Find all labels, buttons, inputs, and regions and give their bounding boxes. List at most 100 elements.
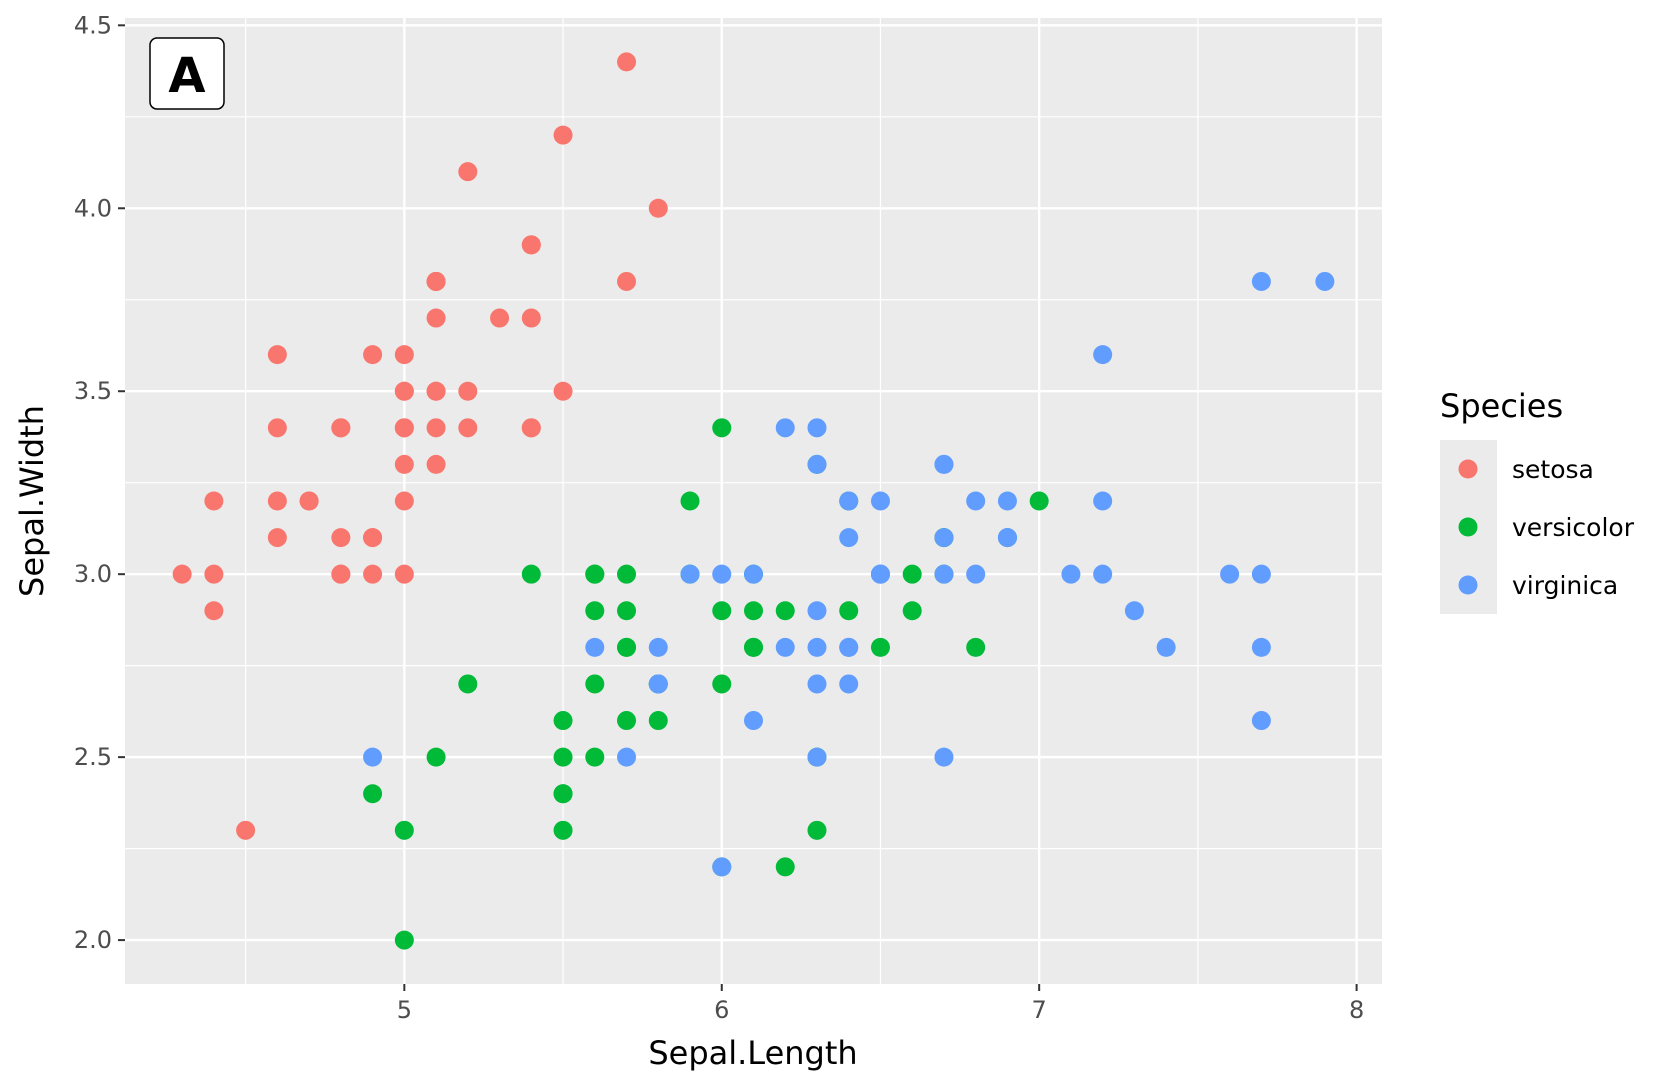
y-tick-label: 2.0 — [74, 926, 112, 954]
data-point-setosa — [331, 564, 351, 584]
data-point-virginica — [775, 637, 795, 657]
data-point-virginica — [1124, 601, 1144, 621]
data-point-setosa — [426, 418, 446, 438]
data-point-versicolor — [712, 601, 732, 621]
data-point-virginica — [1251, 564, 1271, 584]
panel-tag: A — [149, 37, 225, 110]
data-point-setosa — [204, 601, 224, 621]
data-point-versicolor — [902, 601, 922, 621]
y-tick-label: 4.0 — [74, 194, 112, 222]
data-point-setosa — [267, 418, 287, 438]
data-point-virginica — [966, 491, 986, 511]
data-point-setosa — [521, 308, 541, 328]
data-point-setosa — [394, 491, 414, 511]
data-point-setosa — [426, 308, 446, 328]
data-point-virginica — [1315, 271, 1335, 291]
data-point-setosa — [426, 454, 446, 474]
data-point-virginica — [1251, 711, 1271, 731]
data-point-setosa — [617, 52, 637, 72]
data-point-virginica — [1093, 491, 1113, 511]
data-points — [172, 52, 1335, 950]
data-point-virginica — [617, 747, 637, 767]
data-point-versicolor — [553, 784, 573, 804]
data-point-versicolor — [585, 601, 605, 621]
legend-title: Species — [1440, 387, 1563, 425]
data-point-setosa — [236, 820, 256, 840]
y-tick-label: 3.5 — [74, 377, 112, 405]
data-point-virginica — [839, 528, 859, 548]
y-axis-title: Sepal.Width — [13, 405, 51, 597]
data-point-virginica — [712, 857, 732, 877]
data-point-virginica — [1093, 564, 1113, 584]
data-point-versicolor — [426, 747, 446, 767]
legend-label-setosa: setosa — [1512, 455, 1594, 484]
data-point-virginica — [839, 637, 859, 657]
data-point-virginica — [870, 491, 890, 511]
data-point-setosa — [267, 345, 287, 365]
data-point-virginica — [807, 747, 827, 767]
data-point-virginica — [775, 418, 795, 438]
data-point-setosa — [648, 198, 668, 218]
data-point-versicolor — [839, 601, 859, 621]
legend-label-versicolor: versicolor — [1512, 513, 1635, 542]
data-point-setosa — [521, 418, 541, 438]
data-point-virginica — [807, 637, 827, 657]
y-tick-label: 2.5 — [74, 743, 112, 771]
x-axis: 5 6 7 8 — [397, 984, 1364, 1024]
y-tick-label: 4.5 — [74, 11, 112, 39]
data-point-setosa — [172, 564, 192, 584]
data-point-versicolor — [394, 820, 414, 840]
plot-panel — [125, 18, 1382, 984]
data-point-virginica — [363, 747, 383, 767]
legend-key-versicolor — [1458, 517, 1478, 537]
data-point-setosa — [394, 418, 414, 438]
data-point-virginica — [1220, 564, 1240, 584]
data-point-versicolor — [680, 491, 700, 511]
legend: Species setosa versicolor virginica — [1440, 387, 1635, 614]
data-point-virginica — [807, 418, 827, 438]
data-point-versicolor — [744, 601, 763, 621]
data-point-setosa — [521, 235, 541, 255]
data-point-versicolor — [617, 601, 637, 621]
data-point-setosa — [204, 491, 224, 511]
x-axis-title: Sepal.Length — [648, 1034, 857, 1072]
data-point-versicolor — [807, 820, 827, 840]
data-point-virginica — [934, 528, 954, 548]
data-point-setosa — [331, 528, 351, 548]
data-point-setosa — [331, 418, 351, 438]
data-point-versicolor — [870, 637, 890, 657]
y-axis: 2.0 2.5 3.0 3.5 4.0 4.5 — [74, 11, 125, 954]
data-point-setosa — [490, 308, 510, 328]
x-tick-label: 5 — [397, 996, 412, 1024]
data-point-versicolor — [617, 711, 637, 731]
data-point-virginica — [648, 637, 668, 657]
data-point-setosa — [267, 491, 287, 511]
data-point-virginica — [1061, 564, 1081, 584]
data-point-virginica — [1093, 345, 1113, 365]
data-point-setosa — [394, 381, 414, 401]
legend-label-virginica: virginica — [1512, 571, 1618, 600]
data-point-virginica — [839, 491, 859, 511]
data-point-virginica — [839, 674, 859, 694]
data-point-setosa — [267, 528, 287, 548]
data-point-virginica — [870, 564, 890, 584]
data-point-setosa — [426, 381, 446, 401]
x-tick-label: 7 — [1032, 996, 1047, 1024]
data-point-virginica — [934, 747, 954, 767]
data-point-versicolor — [744, 637, 763, 657]
data-point-versicolor — [585, 564, 605, 584]
data-point-virginica — [966, 564, 986, 584]
data-point-virginica — [934, 564, 954, 584]
data-point-setosa — [363, 564, 383, 584]
legend-items: setosa versicolor virginica — [1458, 455, 1635, 600]
x-tick-label: 6 — [714, 996, 729, 1024]
data-point-setosa — [617, 271, 637, 291]
panel-tag-label: A — [168, 48, 205, 104]
data-point-versicolor — [617, 564, 637, 584]
data-point-virginica — [585, 637, 605, 657]
data-point-setosa — [363, 345, 383, 365]
data-point-setosa — [458, 418, 478, 438]
data-point-virginica — [648, 674, 668, 694]
data-point-virginica — [807, 454, 827, 474]
